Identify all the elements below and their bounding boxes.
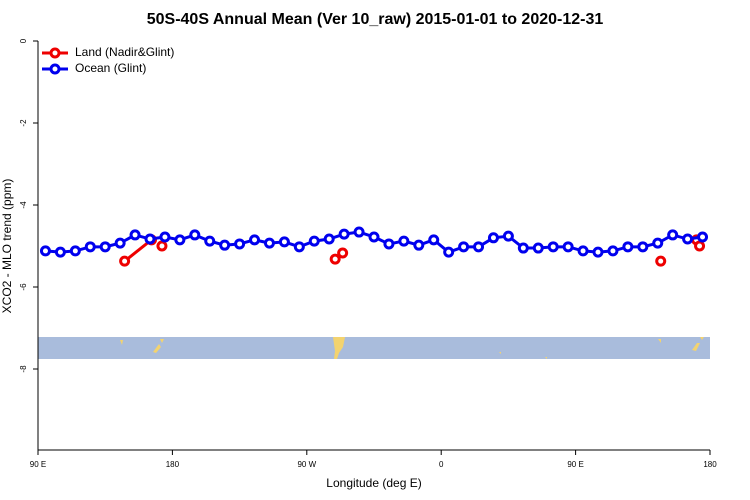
data-point <box>338 228 350 240</box>
data-point <box>562 241 574 253</box>
data-point <box>219 239 231 251</box>
data-point <box>323 233 335 245</box>
x-tick-label: 90 E <box>30 460 46 469</box>
y-tick-label: -2 <box>19 119 28 127</box>
data-point <box>502 230 514 242</box>
x-axis-label: Longitude (deg E) <box>326 476 421 490</box>
data-point <box>532 242 544 254</box>
data-point <box>458 241 470 253</box>
x-tick-label: 180 <box>166 460 180 469</box>
data-point <box>293 241 305 253</box>
data-point <box>189 229 201 241</box>
x-tick-label: 0 <box>439 460 444 469</box>
chart-title: 50S-40S Annual Mean (Ver 10_raw) 2015-01… <box>147 11 604 28</box>
legend-marker <box>49 63 61 75</box>
data-point <box>694 240 706 252</box>
data-point <box>667 229 679 241</box>
data-point <box>144 233 156 245</box>
data-point <box>114 237 126 249</box>
data-point <box>517 242 529 254</box>
y-tick-label: 0 <box>19 38 28 43</box>
data-point <box>652 237 664 249</box>
data-point <box>278 236 290 248</box>
data-point <box>607 245 619 257</box>
legend-marker <box>49 47 61 59</box>
data-point <box>487 232 499 244</box>
legend-label: Ocean (Glint) <box>75 61 146 75</box>
data-point <box>308 235 320 247</box>
data-point <box>129 229 141 241</box>
data-point <box>329 253 341 265</box>
data-point <box>119 255 131 267</box>
y-tick-label: -8 <box>19 365 28 373</box>
y-axis-label: XCO2 - MLO trend (ppm) <box>0 179 14 314</box>
y-tick-label: -6 <box>19 283 28 291</box>
x-tick-label: 90 W <box>297 460 316 469</box>
data-point <box>577 245 589 257</box>
data-point <box>234 238 246 250</box>
data-point <box>473 241 485 253</box>
data-point <box>682 233 694 245</box>
x-tick-label: 180 <box>703 460 717 469</box>
data-point <box>592 246 604 258</box>
data-point <box>99 241 111 253</box>
data-point <box>337 247 349 259</box>
data-point <box>39 245 51 257</box>
data-point <box>159 231 171 243</box>
data-point <box>156 240 168 252</box>
data-point <box>353 226 365 238</box>
data-point <box>69 245 81 257</box>
data-point <box>443 246 455 258</box>
map-strip <box>38 337 710 359</box>
data-point <box>413 239 425 251</box>
data-point <box>697 231 709 243</box>
data-point <box>84 241 96 253</box>
data-point <box>249 234 261 246</box>
legend-label: Land (Nadir&Glint) <box>75 45 174 59</box>
x-tick-label: 90 E <box>567 460 583 469</box>
data-point <box>174 234 186 246</box>
data-point <box>655 255 667 267</box>
data-point <box>398 235 410 247</box>
data-point <box>547 241 559 253</box>
data-point <box>263 237 275 249</box>
data-point <box>637 241 649 253</box>
data-point <box>204 235 216 247</box>
data-point <box>428 234 440 246</box>
data-point <box>383 238 395 250</box>
data-point <box>368 231 380 243</box>
y-tick-label: -4 <box>19 201 28 209</box>
data-point <box>622 241 634 253</box>
data-point <box>54 246 66 258</box>
